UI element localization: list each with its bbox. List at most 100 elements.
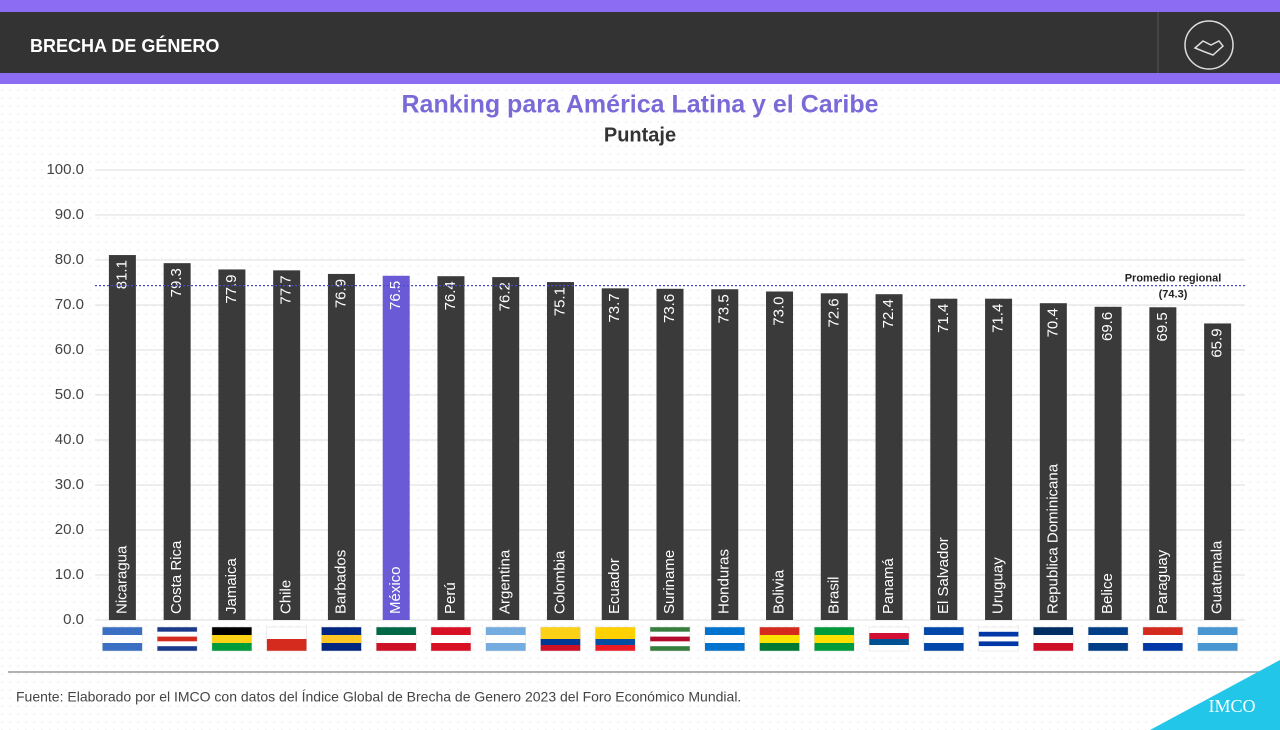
flag <box>869 627 910 633</box>
bar <box>1094 306 1122 620</box>
bar <box>1149 307 1177 620</box>
category-label: Panamá <box>880 557 897 614</box>
flag <box>430 627 471 635</box>
value-label: 70.4 <box>1044 308 1061 337</box>
flag <box>978 641 1019 647</box>
category-label: Nicaragua <box>113 545 130 614</box>
flag <box>485 627 526 635</box>
y-tick-label: 20.0 <box>55 521 84 538</box>
chart-title: Ranking para América Latina y el Caribe <box>401 91 878 119</box>
y-tick-label: 30.0 <box>55 476 84 493</box>
category-label: Uruguay <box>990 557 1007 614</box>
flag-border <box>102 626 143 652</box>
header-icon <box>1184 20 1234 70</box>
category-label: Suriname <box>661 550 678 614</box>
flag-border <box>649 626 691 652</box>
flag <box>650 636 690 642</box>
category-label: Perú <box>442 582 459 614</box>
flag <box>923 643 964 651</box>
flag <box>430 635 471 643</box>
bar <box>1204 323 1232 620</box>
value-label: 72.6 <box>825 298 842 327</box>
flag <box>157 627 198 632</box>
flag <box>650 641 690 647</box>
flag <box>595 633 636 639</box>
flag <box>978 646 1019 651</box>
y-tick-label: 0.0 <box>63 611 84 628</box>
bar <box>437 276 465 620</box>
handshake-icon <box>1193 40 1225 56</box>
flag <box>540 627 581 633</box>
category-label: Argentina <box>497 549 514 614</box>
flag <box>704 627 745 635</box>
flag <box>211 635 252 643</box>
bar <box>546 282 574 620</box>
flag-border <box>594 626 636 652</box>
category-label: Jamaica <box>223 557 240 614</box>
value-label: 72.4 <box>880 299 897 328</box>
category-label: Barbados <box>332 550 349 614</box>
flag <box>102 643 143 651</box>
category-label: Republica Dominicana <box>1044 463 1061 614</box>
flag <box>869 633 910 639</box>
header-bar <box>0 12 1280 73</box>
flag <box>1088 635 1129 643</box>
flag-border <box>375 626 417 652</box>
flag <box>1142 635 1183 643</box>
header-strip <box>0 73 1280 84</box>
y-tick-label: 70.0 <box>55 296 84 313</box>
y-tick-label: 60.0 <box>55 341 84 358</box>
flag <box>595 645 636 651</box>
flag-border <box>485 626 526 652</box>
logo-text: IMCO <box>1208 696 1255 716</box>
flag <box>157 631 198 637</box>
bar <box>273 270 301 620</box>
value-label: 73.7 <box>606 293 623 322</box>
flag <box>978 636 1019 642</box>
bar <box>711 289 739 620</box>
flag-border <box>1033 626 1074 652</box>
top-strip <box>0 0 1280 12</box>
flag <box>923 627 964 635</box>
flag <box>266 627 307 639</box>
category-label: Chile <box>278 580 295 614</box>
logo-shape <box>1150 660 1280 730</box>
flag <box>321 643 362 651</box>
value-label: 69.6 <box>1099 312 1116 341</box>
flag <box>1033 627 1074 635</box>
flag <box>1142 643 1183 651</box>
flag <box>321 635 362 643</box>
flag-border <box>868 626 910 652</box>
y-tick-label: 50.0 <box>55 386 84 403</box>
flag <box>595 639 636 645</box>
value-label: 75.1 <box>551 287 568 316</box>
flag <box>759 627 800 635</box>
value-label: 77.9 <box>223 274 240 303</box>
y-tick-label: 100.0 <box>46 161 84 178</box>
bar <box>820 293 848 620</box>
category-label: Bolivia <box>770 569 787 614</box>
flag-border <box>759 626 800 652</box>
flag <box>1088 643 1129 651</box>
flag <box>1142 627 1183 635</box>
category-label: Belice <box>1099 573 1116 614</box>
bar <box>930 298 958 620</box>
category-label: Paraguay <box>1154 549 1171 614</box>
flag <box>540 639 581 645</box>
flag-border <box>1197 626 1238 652</box>
header-title: BRECHA DE GÉNERO <box>30 35 219 56</box>
value-label: 76.2 <box>497 282 514 311</box>
bar <box>656 288 684 620</box>
bar <box>382 275 410 620</box>
flag <box>650 627 690 632</box>
bar <box>163 263 191 620</box>
category-label: El Salvador <box>935 537 952 614</box>
flag <box>376 643 417 651</box>
flag <box>430 643 471 651</box>
bar <box>875 294 903 620</box>
bar <box>985 298 1013 620</box>
flag <box>376 627 417 635</box>
flag <box>595 627 636 633</box>
